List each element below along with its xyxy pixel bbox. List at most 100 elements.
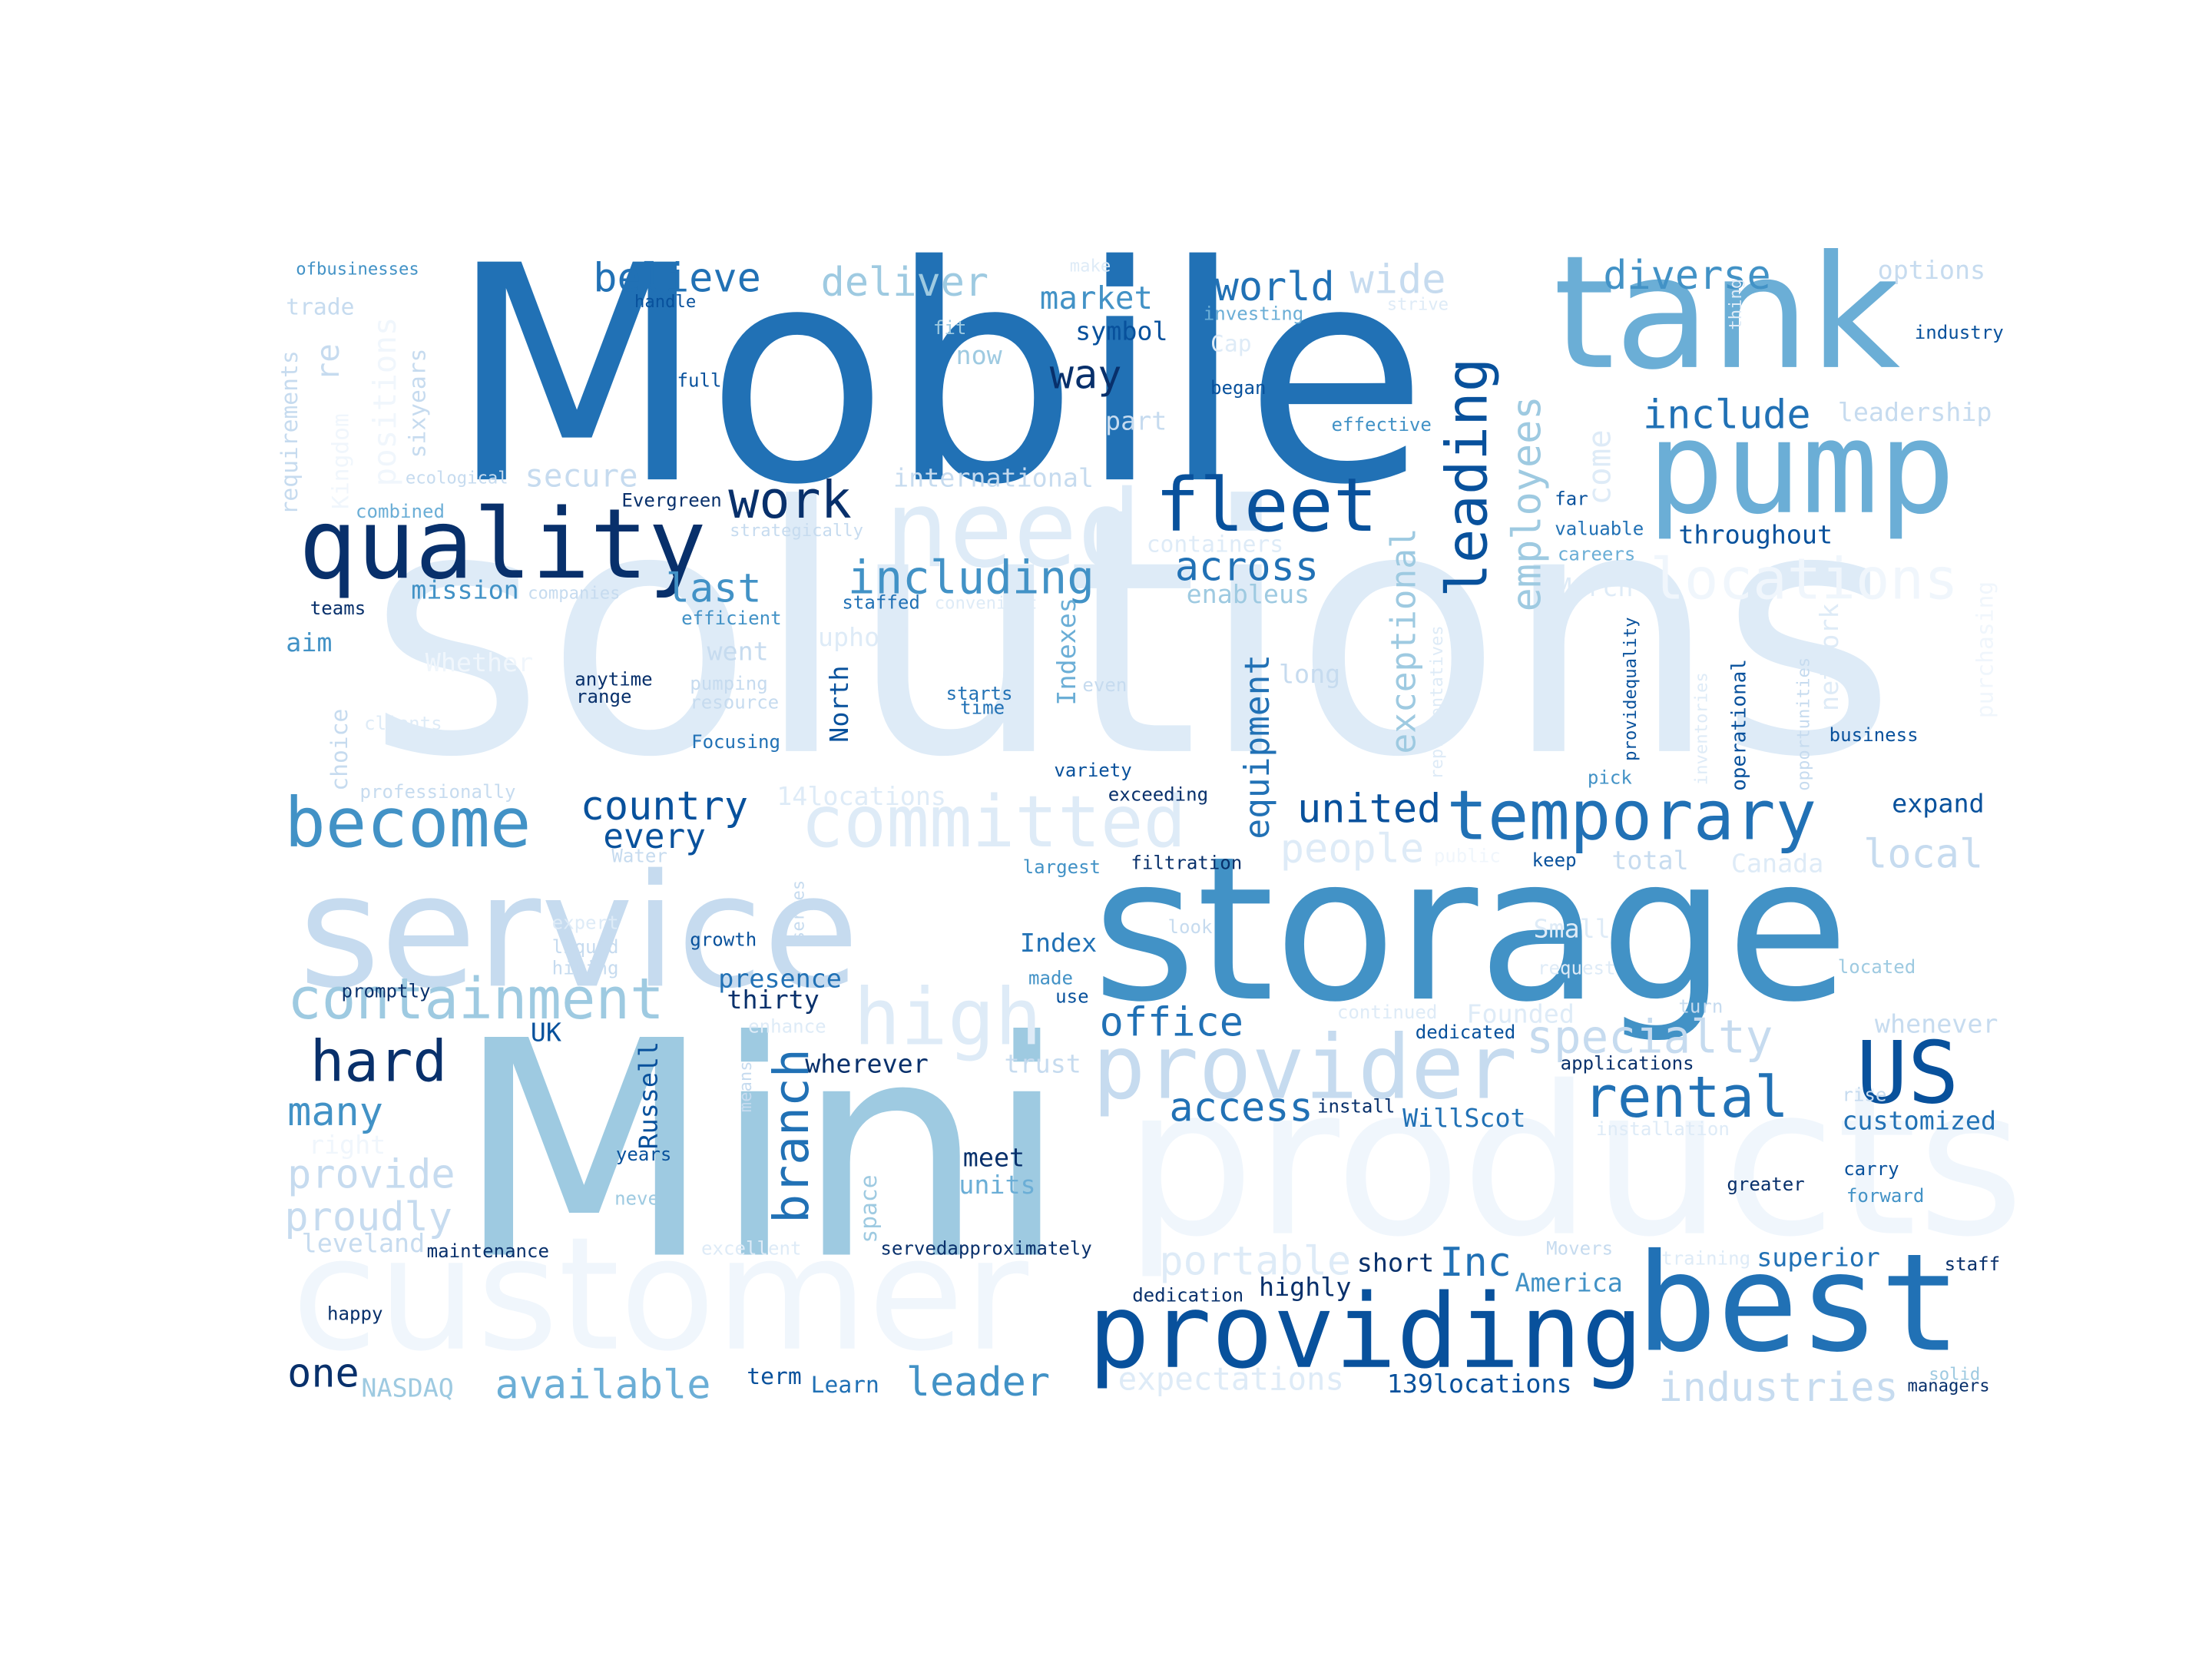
word-anytime: anytime	[575, 670, 653, 692]
word-fit: fit	[932, 318, 967, 340]
word-hiring: hiring	[551, 959, 619, 981]
word-staffed: staffed	[842, 593, 920, 615]
word-even: even	[1082, 675, 1128, 697]
word-pick: pick	[1587, 768, 1632, 790]
word-mobile: Mobile	[448, 201, 1429, 551]
word-thing: thing	[1725, 278, 1746, 330]
word-liquid: liquid	[551, 937, 619, 959]
word-options: options	[1877, 256, 1986, 286]
word-high: high	[853, 971, 1042, 1063]
word-wherever: wherever	[805, 1049, 929, 1080]
word-leading: leading	[1435, 357, 1501, 598]
word-keep: keep	[1532, 850, 1577, 873]
word-uk: UK	[530, 1018, 561, 1048]
word-requirements: requirements	[276, 350, 303, 515]
word-come: come	[1583, 429, 1619, 505]
word-servedapproximately: servedapproximately	[880, 1239, 1092, 1260]
word-temporary: temporary	[1446, 777, 1817, 856]
word-pump: pump	[1647, 394, 1956, 544]
word-leadership: leadership	[1837, 398, 1992, 429]
word-providequality: providequality	[1620, 617, 1641, 761]
word-work: work	[728, 472, 852, 531]
word-whenever: whenever	[1874, 1009, 1998, 1040]
word-promptly: promptly	[341, 981, 431, 1003]
word-expectations: expectations	[1118, 1363, 1345, 1399]
word-expert: expert	[551, 912, 619, 935]
word-clients: clients	[364, 714, 442, 736]
word-evergreen: Evergreen	[621, 490, 722, 512]
word-learn: Learn	[810, 1371, 879, 1399]
word-russell: Russell	[634, 1041, 664, 1150]
word-continued: continued	[1336, 1002, 1438, 1025]
word-re: re	[311, 343, 347, 382]
word-dedication: dedication	[1132, 1286, 1244, 1307]
word-strive: strive	[1386, 294, 1449, 315]
word-leader: leader	[906, 1358, 1051, 1406]
word-business: business	[1829, 725, 1919, 747]
word-units: units	[959, 1171, 1036, 1201]
word-starts: starts	[945, 684, 1013, 706]
word-office: office	[1099, 998, 1243, 1046]
word-made: made	[1028, 969, 1073, 990]
word-rental: rental	[1583, 1065, 1789, 1131]
word-public: public	[1433, 846, 1501, 868]
word-install: install	[1316, 1096, 1396, 1118]
word-america: America	[1515, 1268, 1623, 1299]
word-mini: Mini	[455, 977, 1068, 1326]
word-last: last	[665, 565, 762, 612]
word-solutions: solutions	[366, 433, 1897, 833]
word-139locations: 139locations	[1386, 1369, 1572, 1400]
word-years: years	[615, 1144, 672, 1167]
word-long: long	[1278, 660, 1341, 690]
word-far: far	[1555, 489, 1588, 511]
word-superior: superior	[1757, 1243, 1880, 1273]
word-united: united	[1297, 785, 1442, 833]
word-inventories: inventories	[1691, 672, 1711, 786]
word-trust: trust	[1004, 1049, 1081, 1080]
word-professionally: professionally	[359, 782, 516, 804]
word-managers: managers	[1907, 1375, 1990, 1396]
word-means: means	[735, 1061, 756, 1113]
word-request: request	[1538, 959, 1616, 981]
word-containment: containment	[287, 967, 664, 1033]
word-presence: presence	[718, 964, 842, 995]
word-turn: turn	[1678, 997, 1724, 1019]
word-short: short	[1356, 1249, 1435, 1279]
word-people: people	[1280, 825, 1425, 873]
word-installation: installation	[1595, 1119, 1730, 1141]
word-whether: Whether	[425, 648, 534, 679]
word-industry: industry	[1914, 323, 2004, 345]
word-combined: combined	[356, 502, 445, 524]
word-provide: provide	[287, 1151, 455, 1198]
word-operational: operational	[1728, 658, 1751, 791]
word-international: international	[893, 463, 1094, 494]
word-diverse: diverse	[1603, 251, 1771, 299]
word-term: term	[747, 1363, 802, 1390]
word-highly: highly	[1259, 1273, 1352, 1303]
word-happy: happy	[326, 1304, 383, 1326]
word-uphold: uphold	[817, 623, 911, 654]
word-symbol: symbol	[1075, 316, 1168, 347]
word-right: right	[308, 1131, 386, 1161]
word-effective: effective	[1331, 415, 1432, 437]
word-market: market	[1039, 281, 1154, 317]
word-one: one	[287, 1349, 359, 1397]
word-every: every	[603, 816, 707, 856]
word-hard: hard	[310, 1029, 448, 1096]
word-companies: companies	[528, 583, 621, 604]
word-founded: Founded	[1466, 999, 1575, 1030]
word-ecological: ecological	[405, 468, 508, 488]
word-efficient: efficient	[681, 608, 782, 631]
word-local: local	[1863, 830, 1984, 878]
word-containers: containers	[1146, 530, 1284, 558]
word-forward: forward	[1846, 1186, 1925, 1208]
word-enhance: enhance	[748, 1017, 826, 1038]
word-branch: branch	[763, 1048, 821, 1224]
word-space: space	[855, 1174, 882, 1243]
word-locations: locations	[1650, 548, 1959, 614]
word-include: include	[1643, 391, 1811, 439]
word-located: located	[1837, 957, 1916, 979]
word-across: across	[1174, 543, 1320, 591]
word-indexes: Indexes	[1052, 598, 1083, 706]
word-carry: carry	[1843, 1159, 1899, 1181]
